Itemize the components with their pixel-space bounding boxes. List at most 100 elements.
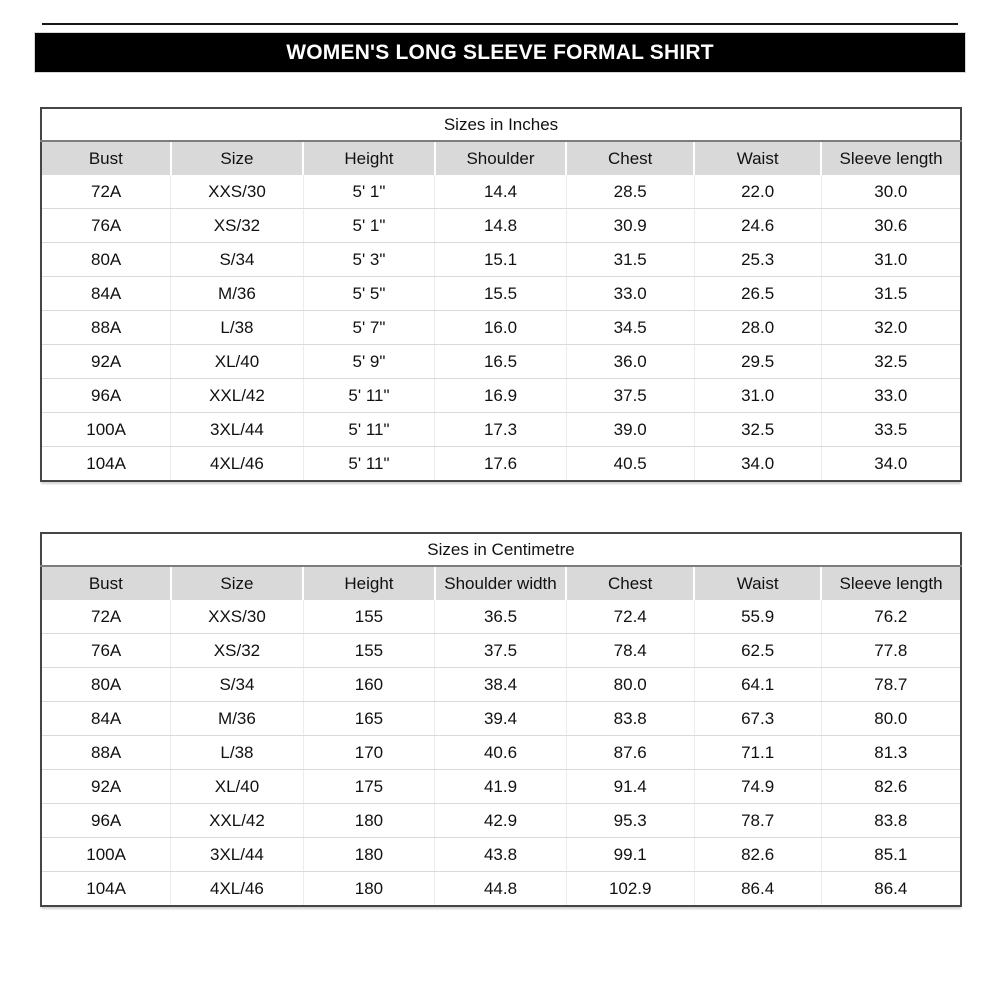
cell-sleeve-length: 30.6 — [820, 208, 961, 243]
cell-chest: 83.8 — [565, 701, 695, 736]
column-header-shoulder: Shoulder — [433, 141, 567, 175]
table-title-row: Sizes in Centimetre — [41, 533, 961, 567]
cell-chest: 87.6 — [565, 735, 695, 770]
cell-sleeve-length: 30.0 — [820, 175, 961, 209]
cell-size: XS/32 — [170, 208, 304, 243]
cell-sleeve-length: 32.0 — [820, 310, 961, 345]
cell-waist: 32.5 — [693, 412, 822, 447]
cell-sleeve-length: 33.5 — [820, 412, 961, 447]
cell-height: 170 — [302, 735, 435, 770]
cell-sleeve-length: 77.8 — [820, 633, 961, 668]
cell-size: XXL/42 — [170, 378, 304, 413]
table-title: Sizes in Centimetre — [41, 533, 961, 567]
cell-height: 180 — [302, 837, 435, 872]
cell-chest: 36.0 — [565, 344, 695, 379]
cell-waist: 74.9 — [693, 769, 822, 804]
cell-bust: 104A — [41, 871, 171, 906]
cell-height: 5' 11" — [302, 412, 435, 447]
cell-chest: 78.4 — [565, 633, 695, 668]
cell-chest: 31.5 — [565, 242, 695, 277]
cell-size: L/38 — [170, 735, 304, 770]
cell-waist: 62.5 — [693, 633, 822, 668]
table-row: 76A XS/32 5' 1" 14.8 30.9 24.6 30.6 — [41, 208, 961, 243]
cell-chest: 34.5 — [565, 310, 695, 345]
column-header-sleeve-length: Sleeve length — [820, 566, 961, 600]
column-header-shoulder-width: Shoulder width — [433, 566, 567, 600]
cell-sleeve-length: 32.5 — [820, 344, 961, 379]
cell-sleeve-length: 83.8 — [820, 803, 961, 838]
table-row: 80A S/34 5' 3" 15.1 31.5 25.3 31.0 — [41, 242, 961, 277]
cell-shoulder-width: 38.4 — [434, 667, 567, 702]
cell-height: 5' 1" — [302, 208, 435, 243]
cell-shoulder-width: 37.5 — [434, 633, 567, 668]
cell-waist: 71.1 — [693, 735, 822, 770]
column-header-waist: Waist — [693, 141, 822, 175]
cell-waist: 34.0 — [693, 446, 822, 481]
table-row: 100A 3XL/44 5' 11" 17.3 39.0 32.5 33.5 — [41, 412, 961, 447]
cell-waist: 29.5 — [693, 344, 822, 379]
cell-shoulder: 17.6 — [434, 446, 567, 481]
cell-sleeve-length: 86.4 — [820, 871, 961, 906]
cell-size: XXS/30 — [170, 175, 304, 209]
cell-chest: 40.5 — [565, 446, 695, 481]
cell-bust: 76A — [41, 633, 171, 668]
table-title-row: Sizes in Inches — [41, 108, 961, 142]
cell-shoulder: 16.5 — [434, 344, 567, 379]
table-row: 76A XS/32 155 37.5 78.4 62.5 77.8 — [41, 633, 961, 668]
cell-waist: 31.0 — [693, 378, 822, 413]
cell-size: XL/40 — [170, 344, 304, 379]
cell-sleeve-length: 31.5 — [820, 276, 961, 311]
cell-bust: 76A — [41, 208, 171, 243]
cell-chest: 102.9 — [565, 871, 695, 906]
cell-size: XL/40 — [170, 769, 304, 804]
cell-shoulder: 17.3 — [434, 412, 567, 447]
cell-height: 5' 7" — [302, 310, 435, 345]
cell-bust: 96A — [41, 803, 171, 838]
cell-sleeve-length: 82.6 — [820, 769, 961, 804]
cell-chest: 95.3 — [565, 803, 695, 838]
table-row: 88A L/38 170 40.6 87.6 71.1 81.3 — [41, 735, 961, 770]
cell-bust: 88A — [41, 310, 171, 345]
cell-size: 3XL/44 — [170, 412, 304, 447]
cell-height: 155 — [302, 600, 435, 634]
cell-size: XS/32 — [170, 633, 304, 668]
cell-bust: 92A — [41, 769, 171, 804]
cell-shoulder-width: 42.9 — [434, 803, 567, 838]
column-header-bust: Bust — [41, 141, 171, 175]
cell-sleeve-length: 33.0 — [820, 378, 961, 413]
cell-size: XXS/30 — [170, 600, 304, 634]
cell-height: 5' 11" — [302, 446, 435, 481]
cell-waist: 26.5 — [693, 276, 822, 311]
cell-chest: 37.5 — [565, 378, 695, 413]
cell-height: 160 — [302, 667, 435, 702]
cell-shoulder-width: 44.8 — [434, 871, 567, 906]
cell-shoulder-width: 40.6 — [434, 735, 567, 770]
cell-bust: 100A — [41, 837, 171, 872]
cell-bust: 80A — [41, 242, 171, 277]
cell-sleeve-length: 31.0 — [820, 242, 961, 277]
cell-bust: 72A — [41, 175, 171, 209]
column-header-row: Bust Size Height Shoulder Chest Waist Sleeve l… — [41, 141, 961, 175]
cell-chest: 30.9 — [565, 208, 695, 243]
cell-bust: 80A — [41, 667, 171, 702]
cell-height: 5' 9" — [302, 344, 435, 379]
cell-sleeve-length: 34.0 — [820, 446, 961, 481]
column-header-size: Size — [169, 141, 304, 175]
cell-size: S/34 — [170, 242, 304, 277]
cell-chest: 33.0 — [565, 276, 695, 311]
cell-shoulder: 14.4 — [434, 175, 567, 209]
cell-waist: 25.3 — [693, 242, 822, 277]
table-row: 80A S/34 160 38.4 80.0 64.1 78.7 — [41, 667, 961, 702]
cell-shoulder-width: 36.5 — [434, 600, 567, 634]
cell-height: 5' 3" — [302, 242, 435, 277]
sizes-in-centimetre-section: Sizes in Centimetre Bust Size Height Shoulde… — [40, 532, 962, 907]
table-title: Sizes in Inches — [41, 108, 961, 142]
table-row: 92A XL/40 175 41.9 91.4 74.9 82.6 — [41, 769, 961, 804]
column-header-row: Bust Size Height Shoulder width Chest Waist Sl… — [41, 566, 961, 600]
page-title-banner: WOMEN'S LONG SLEEVE FORMAL SHIRT — [35, 33, 965, 72]
cell-shoulder: 15.5 — [434, 276, 567, 311]
cell-sleeve-length: 85.1 — [820, 837, 961, 872]
page-title: WOMEN'S LONG SLEEVE FORMAL SHIRT — [286, 40, 714, 64]
cell-bust: 104A — [41, 446, 171, 481]
column-header-height: Height — [302, 566, 435, 600]
